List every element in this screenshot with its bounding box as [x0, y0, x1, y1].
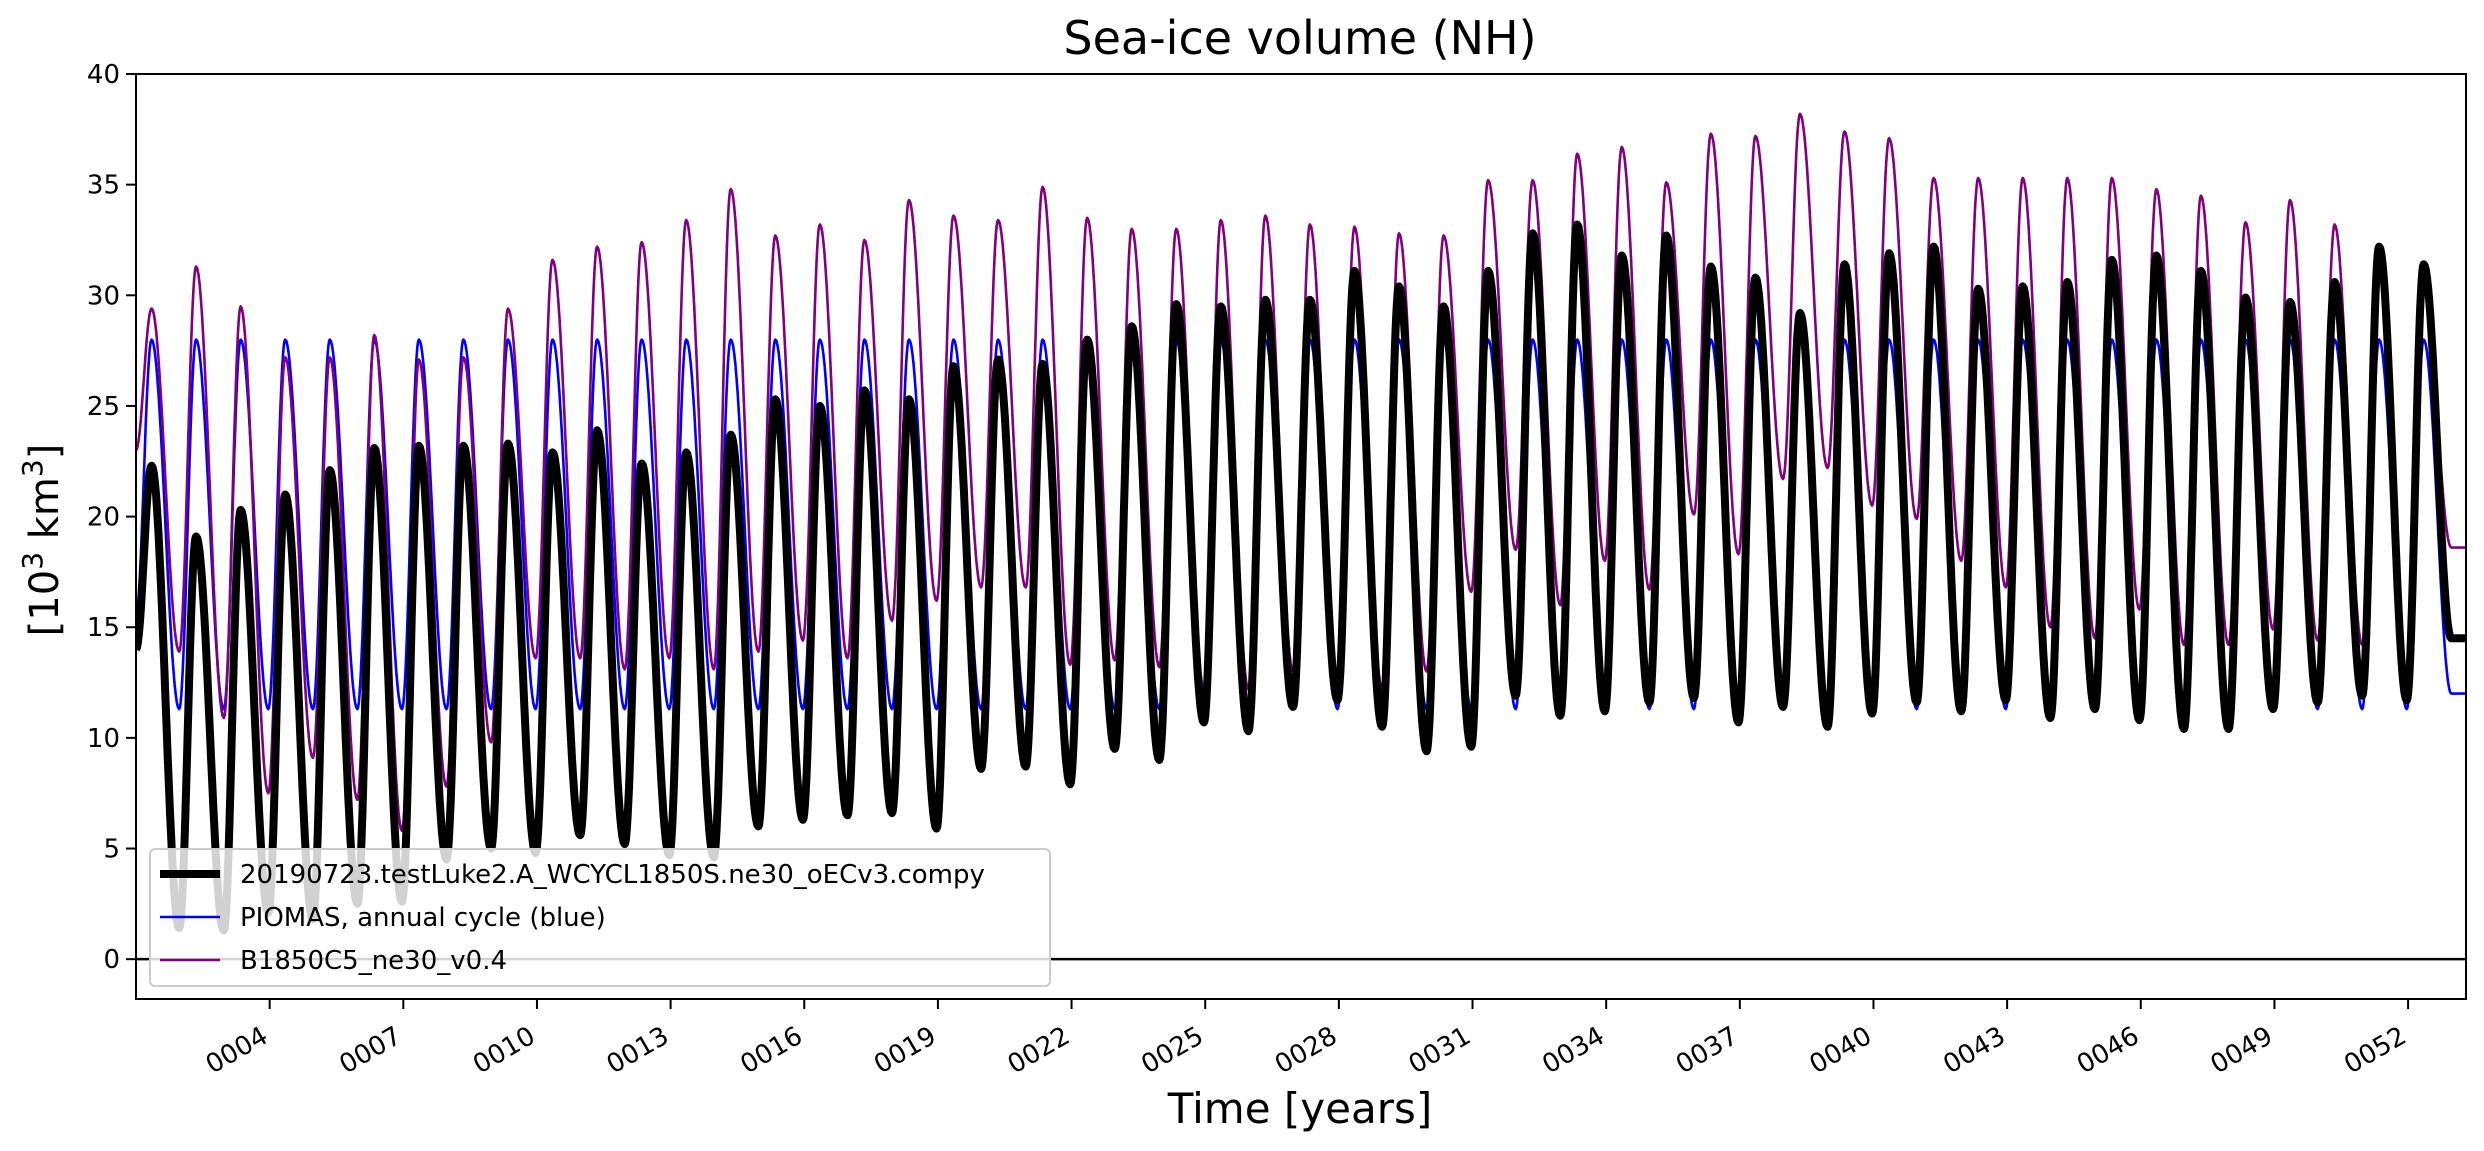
x-tick-label: 0031: [1404, 1021, 1476, 1080]
x-tick-label: 0022: [1003, 1021, 1075, 1080]
x-tick-label: 0025: [1136, 1021, 1208, 1080]
legend-box: [149, 848, 1051, 987]
chart-title: Sea-ice volume (NH): [1063, 11, 1536, 65]
x-tick-label: 0037: [1671, 1021, 1743, 1080]
y-tick-label: 0: [103, 945, 120, 975]
y-axis-label-end: ]: [22, 444, 68, 460]
x-tick-label: 0034: [1537, 1021, 1609, 1080]
y-tick-label: 5: [103, 835, 120, 865]
y-axis-label-sup1: 3: [16, 552, 49, 570]
y-tick-label: 30: [87, 281, 120, 311]
x-tick-label: 0043: [1938, 1021, 2010, 1080]
x-tick-label: 0016: [735, 1021, 807, 1080]
x-tick-label: 0052: [2339, 1021, 2411, 1080]
y-axis-label-base: [10: [22, 570, 68, 637]
x-tick-label: 0007: [334, 1021, 406, 1080]
legend-label-1: PIOMAS, annual cycle (blue): [240, 903, 606, 933]
y-axis-label-mid: km: [22, 477, 68, 552]
x-axis-label: Time [years]: [1167, 1084, 1433, 1133]
x-tick-label: 0049: [2206, 1021, 2278, 1080]
svg-text:[103 km3]: [103 km3]: [16, 444, 69, 637]
x-tick-label: 0010: [468, 1021, 540, 1080]
legend: 20190723.testLuke2.A_WCYCL1850S.ne30_oEC…: [149, 848, 1051, 987]
legend-label-0: 20190723.testLuke2.A_WCYCL1850S.ne30_oEC…: [240, 860, 985, 890]
plot-frame: [135, 73, 2467, 1000]
y-axis-label-sup2: 3: [16, 459, 49, 477]
x-tick-label: 0019: [869, 1021, 941, 1080]
x-tick-label: 0040: [1805, 1021, 1877, 1080]
legend-label-2: B1850C5_ne30_v0.4: [240, 946, 507, 976]
y-tick-label: 10: [87, 724, 120, 754]
y-tick-label: 20: [87, 503, 120, 533]
x-tick-label: 0046: [2072, 1021, 2144, 1080]
y-tick-label: 40: [87, 60, 120, 90]
x-tick-label: 0004: [201, 1021, 273, 1080]
plot-area: [136, 112, 2466, 961]
x-tick-label: 0028: [1270, 1021, 1342, 1080]
y-axis-label: [103 km3]: [16, 444, 69, 637]
y-tick-label: 25: [87, 392, 120, 422]
y-tick-label: 35: [87, 171, 120, 201]
series-line-0: [136, 220, 2466, 935]
x-tick-label: 0013: [602, 1021, 674, 1080]
y-tick-label: 15: [87, 613, 120, 643]
